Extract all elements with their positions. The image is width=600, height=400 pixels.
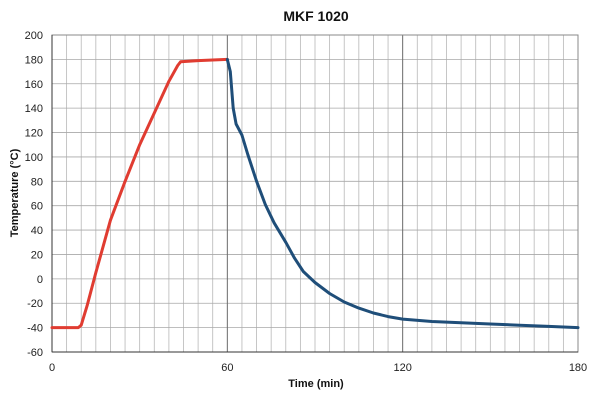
grid: [51, 34, 579, 353]
y-tick-label: 20: [31, 249, 43, 261]
x-tick-label: 0: [49, 362, 55, 374]
series-line-2: [225, 57, 580, 330]
y-tick-label: 120: [25, 128, 43, 140]
y-tick-label: 200: [25, 30, 43, 42]
tick-labels: -60 -40 -20 0 20 40 60 80 100 120 140 160 180 200 0 60 1…: [25, 30, 588, 374]
y-tick-label: -40: [27, 323, 43, 335]
y-tick-label: -60: [27, 347, 43, 359]
y-tick-label: -20: [27, 298, 43, 310]
y-axis-title: Temperature (°C): [9, 148, 21, 237]
y-tick-label: 180: [25, 54, 43, 66]
x-tick-label: 60: [221, 362, 233, 374]
series-lines: [50, 57, 580, 330]
y-tick-label: 80: [31, 176, 43, 188]
y-tick-label: 40: [31, 225, 43, 237]
y-tick-label: 140: [25, 103, 43, 115]
y-tick-label: 0: [37, 274, 43, 286]
x-tick-label: 180: [569, 362, 587, 374]
x-tick-label: 120: [393, 362, 411, 374]
axes: [51, 34, 579, 353]
y-tick-label: 60: [31, 201, 43, 213]
series-line-1: [50, 57, 229, 330]
y-tick-label: 100: [25, 152, 43, 164]
x-axis-title: Time (min): [288, 378, 344, 390]
chart-title: MKF 1020: [283, 8, 349, 24]
y-tick-label: 160: [25, 79, 43, 91]
